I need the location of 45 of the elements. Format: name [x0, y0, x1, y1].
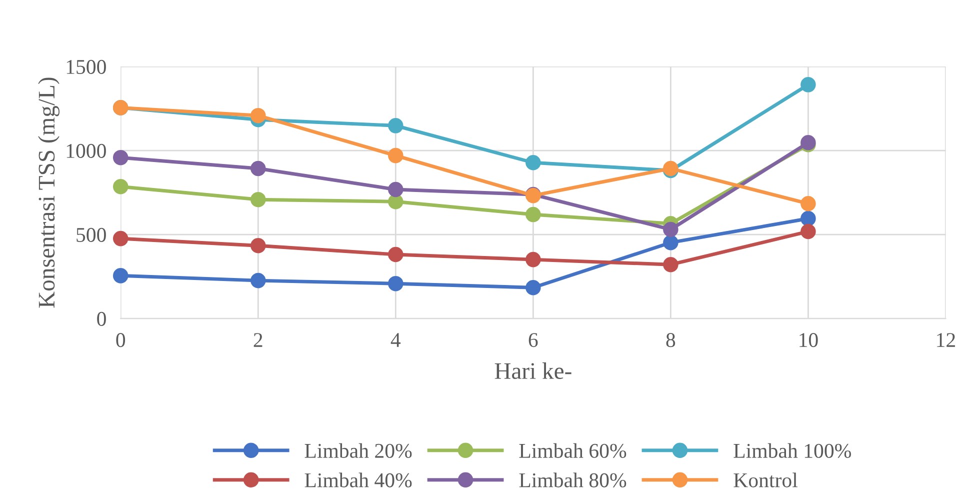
x-tick-label: 8	[666, 333, 676, 348]
legend-label: Kontrol	[734, 472, 798, 488]
legend-label: Limbah 40%	[304, 472, 412, 488]
x-tick-label: 10	[800, 333, 818, 348]
point	[526, 252, 541, 268]
point	[800, 224, 816, 240]
y-tick-label: 0	[97, 312, 106, 326]
y-tick-label: 1000	[66, 144, 106, 158]
point	[526, 206, 541, 222]
legend-label: Limbah 60%	[519, 443, 626, 458]
x-tick-label: 0	[116, 333, 126, 348]
point	[663, 256, 678, 272]
point	[663, 222, 678, 238]
point	[388, 182, 404, 198]
y-tick-label: 500	[76, 228, 106, 242]
legend-label: Limbah 100%	[734, 443, 851, 458]
point	[112, 268, 128, 284]
point	[112, 230, 128, 246]
point	[250, 272, 266, 288]
point	[388, 276, 404, 292]
point	[800, 196, 816, 212]
point	[800, 210, 816, 226]
x-axis-title: Hari ke-	[494, 362, 572, 380]
y-tick-label: 1500	[66, 60, 106, 74]
legend-label: Limbah 20%	[304, 443, 412, 458]
point	[800, 134, 816, 150]
x-tick-label: 12	[937, 333, 955, 347]
point	[250, 192, 266, 208]
x-tick-label: 4	[390, 333, 401, 347]
x-tick-label: 6	[528, 333, 538, 348]
legend-label: Limbah 80%	[519, 472, 626, 488]
point	[388, 246, 404, 262]
point	[800, 77, 816, 92]
point	[388, 148, 404, 164]
point	[526, 154, 541, 170]
point	[250, 160, 266, 176]
x-tick-label: 2	[254, 333, 262, 347]
point	[388, 118, 404, 134]
point	[250, 108, 266, 124]
point	[112, 150, 128, 166]
point	[663, 234, 678, 250]
point	[112, 179, 128, 194]
point	[250, 238, 266, 254]
y-axis-title: Konsentrasi TSS (mg/L)	[38, 78, 60, 308]
point	[526, 280, 541, 296]
